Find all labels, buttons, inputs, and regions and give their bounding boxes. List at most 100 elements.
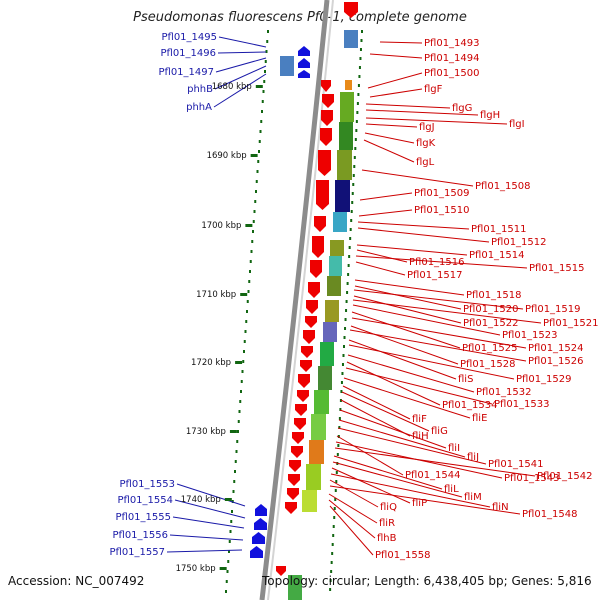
forward-leader-line [328,499,376,539]
feature-block [323,322,337,342]
forward-gene-label: fliE [472,413,487,424]
reverse-gene-arrow [298,46,310,56]
outer-tick-dot [332,534,335,537]
forward-leader-line [347,354,475,393]
feature-block [327,276,341,296]
outer-tick-dot [337,444,340,447]
inner-tick-dot [234,460,237,463]
inner-tick-dot [236,440,239,443]
inner-tick-dot [237,430,239,433]
reverse-gene-label: phhA [186,102,212,113]
forward-gene-label: flgH [480,110,500,121]
inner-tick-dot [241,370,244,373]
forward-gene-label: Pfl01_1494 [424,53,480,64]
forward-gene-label: Pfl01_1520 [463,304,519,315]
reverse-gene-labels: Pfl01_1495 Pfl01_1496 Pfl01_1497 phhB phhA Pf… [109,32,217,558]
forward-gene-arrow [291,446,303,458]
forward-gene-arrow [289,460,301,472]
forward-gene-label: flgF [424,84,443,95]
forward-leader-line [365,123,418,128]
inner-tick-dot [227,560,230,563]
outer-tick-dot [356,102,359,105]
kbp-tick-label: 1750 kbp [176,564,216,574]
forward-gene-arrow [322,94,334,108]
inner-tick-dot [255,180,258,183]
reverse-leader-line [213,73,267,108]
inner-tick-dot [249,270,251,273]
inner-tick-dot [254,200,257,203]
feature-block [340,92,354,122]
outer-tick-dot [343,336,346,339]
outer-tick-dot [352,174,355,177]
outer-tick-dot [354,147,357,150]
inner-tick-dot [261,110,263,113]
forward-gene-label: fliM [464,492,482,503]
forward-gene-label: fliG [431,426,448,437]
forward-gene-arrow [305,316,317,328]
forward-gene-arrow [297,390,309,402]
inner-tick-dot [246,300,249,303]
inner-tick-dot [237,420,240,423]
forward-gene-label: Pfl01_1543 [504,473,560,484]
forward-gene-arrow [321,110,333,126]
outer-tick-dot [335,471,338,474]
reverse-gene-arrow [298,58,310,68]
forward-gene-label: fliL [444,484,459,495]
reverse-leader-line [215,57,267,73]
forward-gene-arrow [285,502,297,514]
forward-gene-label: Pfl01_1514 [469,250,525,261]
forward-gene-label: fliP [412,498,427,509]
inner-tick-dot [240,380,243,383]
reverse-gene-label: phhB [187,84,213,95]
inner-tick-dot [255,190,257,193]
inner-tick-dot [258,150,260,153]
reverse-gene-arrow [254,518,267,530]
inner-tick-dot [228,540,231,543]
forward-leader-line [329,479,379,508]
outer-tick-dot [338,426,341,429]
forward-gene-label: Pfl01_1541 [488,459,544,470]
forward-leader-line [354,279,465,296]
forward-leader-line [330,473,491,508]
inner-tick-dot [232,490,235,493]
forward-strand-genes [276,2,358,576]
inner-tick-dot [244,330,247,333]
kbp-tick-label: 1680 kbp [212,82,252,92]
outer-tick-dot [350,210,353,213]
inner-tick-dot [242,360,245,363]
forward-gene-arrow [306,300,318,314]
forward-gene-arrow [298,374,310,388]
inner-tick-dot [228,550,230,553]
inner-tick-dot [261,100,264,103]
tick-dots [225,30,363,593]
outer-tick-dot [340,390,343,393]
inner-tick-dot [225,590,227,593]
forward-leader-line [351,317,527,349]
forward-leader-line [331,467,411,504]
inner-tick-dot [262,90,265,93]
forward-leader-line [351,311,461,349]
kbp-tick-mark [235,361,243,364]
outer-tick-dot [350,219,353,222]
inner-tick-dot [240,390,242,393]
reverse-gene-arrow [255,504,267,516]
forward-gene-label: flgI [509,119,525,130]
forward-leader-line [369,53,423,59]
forward-gene-label: Pfl01_1510 [414,205,470,216]
forward-leader-line [345,367,493,405]
inner-tick-dot [250,250,253,253]
inner-tick-dot [260,120,263,123]
forward-gene-label: fliJ [467,452,479,463]
outer-tick-dot [333,516,336,519]
feature-block [344,30,358,48]
forward-gene-label: Pfl01_1528 [460,359,516,370]
feature-block [311,414,326,440]
forward-leader-line [352,304,501,336]
outer-tick-dot [333,507,336,510]
inner-tick-dot [266,40,269,43]
inner-tick-dot [230,520,233,523]
feature-block [288,575,302,600]
feature-block [335,180,350,212]
outer-tick-dot [355,129,358,132]
forward-leader-line [348,339,457,380]
